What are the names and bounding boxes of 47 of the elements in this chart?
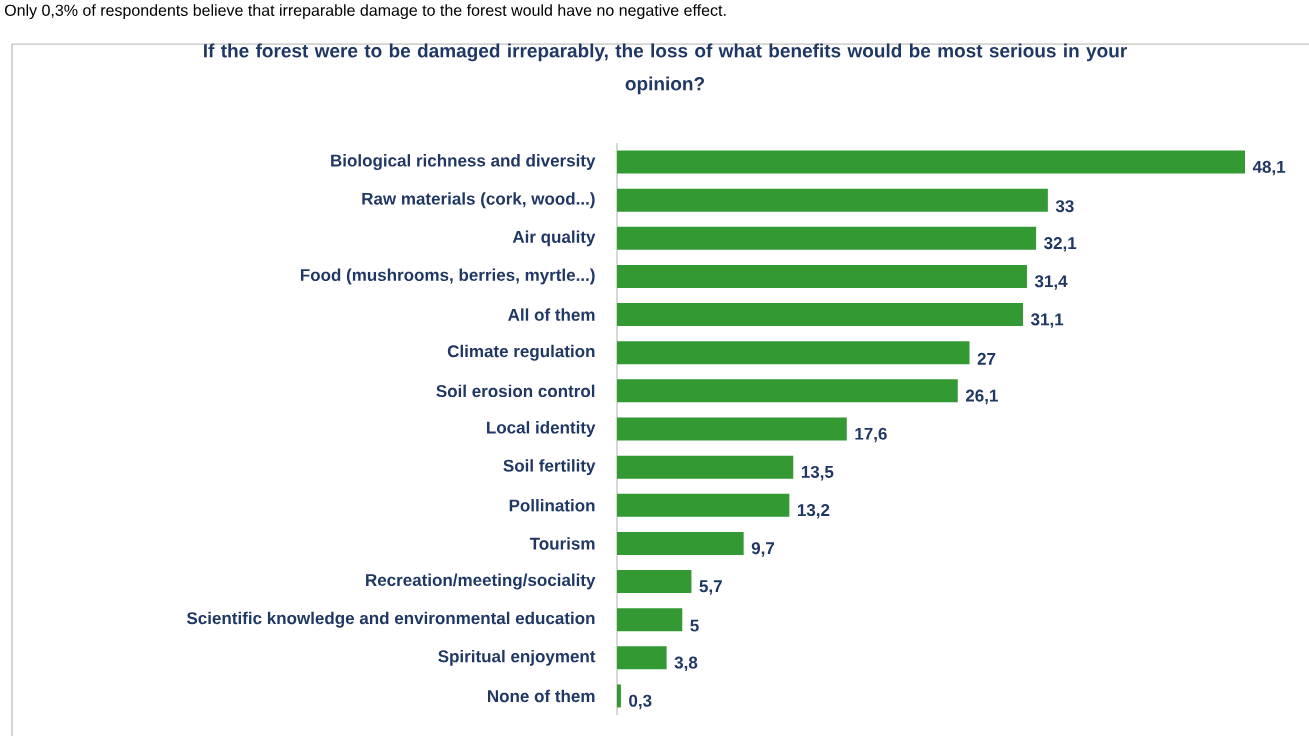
bar — [617, 150, 1245, 174]
data-label: 26,1 — [965, 389, 998, 405]
bar — [617, 379, 958, 403]
bar — [617, 341, 970, 365]
bar — [617, 188, 1048, 212]
bar — [617, 264, 1027, 288]
data-label: 5 — [690, 619, 699, 632]
data-label: 31,4 — [1034, 275, 1068, 290]
bar — [617, 455, 794, 479]
y-tick-label: Recreation/meeting/sociality — [366, 573, 596, 590]
data-label: 27 — [977, 352, 996, 365]
bar — [617, 303, 1024, 327]
bar — [617, 646, 667, 670]
y-tick-label: Soil fertility — [503, 459, 596, 476]
data-label: 48,1 — [1252, 160, 1286, 176]
bar — [617, 417, 847, 441]
bar — [617, 608, 683, 632]
y-tick-label: Spiritual enjoyment — [438, 649, 596, 666]
y-tick-label: Local identity — [487, 421, 596, 437]
chart-title: If the forest were to be damaged irreparably, the loss of what benefits would be most serious in your opinion? — [204, 43, 1127, 95]
y-tick-label: None of them — [488, 689, 595, 703]
bar — [617, 493, 790, 517]
bar — [617, 226, 1037, 250]
data-label: 0,3 — [629, 694, 652, 710]
y-tick-label: Air quality — [512, 230, 596, 247]
y-tick-label: Scientific knowledge and environmental education — [186, 611, 595, 628]
data-label: 3,8 — [674, 656, 698, 672]
data-label: 32,1 — [1044, 237, 1077, 252]
data-label: 31,1 — [1030, 313, 1064, 328]
bar — [617, 684, 621, 708]
bar — [617, 531, 744, 555]
data-label: 13,2 — [797, 504, 830, 519]
text: Only 0,3% of respondents believe that irreparable damage to the forest would have no negative effect. — [4, 4, 726, 20]
y-tick-label: Raw materials (cork, wood...) — [362, 192, 595, 209]
y-tick-label: Food (mushrooms, berries, myrtle...) — [300, 268, 595, 285]
y-tick-label: Soil erosion control — [436, 384, 595, 398]
data-label: 13,5 — [801, 465, 834, 481]
y-tick-label: Pollination — [509, 499, 595, 512]
data-label: 33 — [1055, 200, 1074, 213]
y-tick-label: Biological richness and diversity — [331, 154, 596, 171]
bar — [617, 570, 692, 594]
data-label: 17,6 — [855, 427, 887, 443]
y-tick-label: Climate regulation — [447, 344, 595, 361]
data-label: 9,7 — [751, 542, 775, 557]
y-tick-label: All of them — [508, 308, 595, 321]
y-tick-label: Tourism — [529, 537, 595, 550]
data-label: 5,7 — [699, 580, 722, 595]
